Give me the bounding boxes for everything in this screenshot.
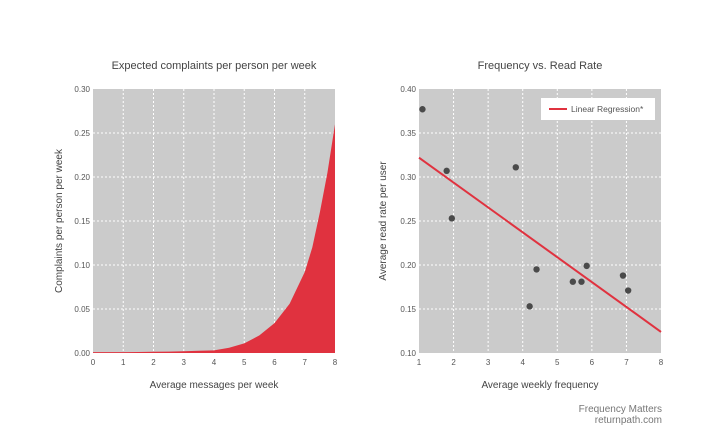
scatter-point [419, 106, 426, 113]
area-series [93, 124, 335, 353]
x-tick-label: 6 [590, 358, 595, 367]
y-axis-label: Complaints per person per week [54, 148, 65, 293]
footer: Frequency Matters returnpath.com [579, 404, 662, 426]
y-tick-label: 0.05 [74, 305, 90, 314]
y-axis-label: Average read rate per user [378, 161, 389, 281]
legend-label: Linear Regression* [571, 104, 644, 114]
x-tick-label: 7 [624, 358, 629, 367]
x-tick-label: 8 [333, 358, 338, 367]
footer-title: Frequency Matters [578, 404, 662, 415]
y-tick-label: 0.20 [74, 173, 90, 182]
y-tick-label: 0.40 [400, 85, 416, 94]
regression-line [418, 156, 662, 333]
x-tick-label: 6 [272, 358, 277, 367]
x-tick-label: 4 [212, 358, 217, 367]
y-tick-label: 0.25 [400, 217, 416, 226]
y-tick-label: 0.30 [400, 173, 416, 182]
x-tick-label: 1 [417, 358, 422, 367]
y-tick-label: 0.20 [400, 261, 416, 270]
scatter-point [583, 262, 590, 270]
scatter-point [526, 303, 533, 310]
x-tick-label: 5 [242, 358, 247, 367]
x-tick-label: 5 [555, 358, 560, 367]
scatter-point [578, 278, 585, 285]
footer-url: returnpath.com [594, 415, 662, 426]
scatter-point [512, 164, 519, 171]
x-tick-label: 3 [486, 358, 491, 367]
y-tick-label: 0.15 [400, 305, 416, 314]
x-tick-label: 1 [121, 358, 126, 367]
chart-title: Frequency vs. Read Rate [478, 60, 603, 72]
y-tick-label: 0.30 [74, 85, 90, 94]
scatter-point [448, 215, 456, 222]
y-tick-label: 0.25 [74, 129, 90, 138]
y-tick-label: 0.15 [74, 217, 90, 226]
y-tick-label: 0.10 [400, 349, 416, 358]
chart-title: Expected complaints per person per week [112, 60, 317, 72]
y-tick-label: 0.00 [74, 349, 90, 358]
x-axis-label: Average weekly frequency [481, 380, 598, 391]
y-tick-label: 0.10 [74, 261, 90, 270]
x-tick-label: 8 [659, 358, 664, 367]
scatter-point [619, 272, 627, 279]
x-axis-label: Average messages per week [150, 380, 280, 391]
scatter-point [443, 167, 450, 175]
scatter-point [569, 278, 577, 285]
x-tick-label: 0 [91, 358, 96, 367]
legend-box [541, 98, 655, 120]
x-tick-label: 2 [451, 358, 456, 367]
scatter-point [533, 266, 540, 273]
x-tick-label: 3 [182, 358, 187, 367]
y-tick-label: 0.35 [400, 129, 416, 138]
x-tick-label: 2 [151, 358, 156, 367]
x-tick-label: 4 [520, 358, 525, 367]
x-tick-label: 7 [303, 358, 308, 367]
scatter-point [624, 287, 632, 294]
